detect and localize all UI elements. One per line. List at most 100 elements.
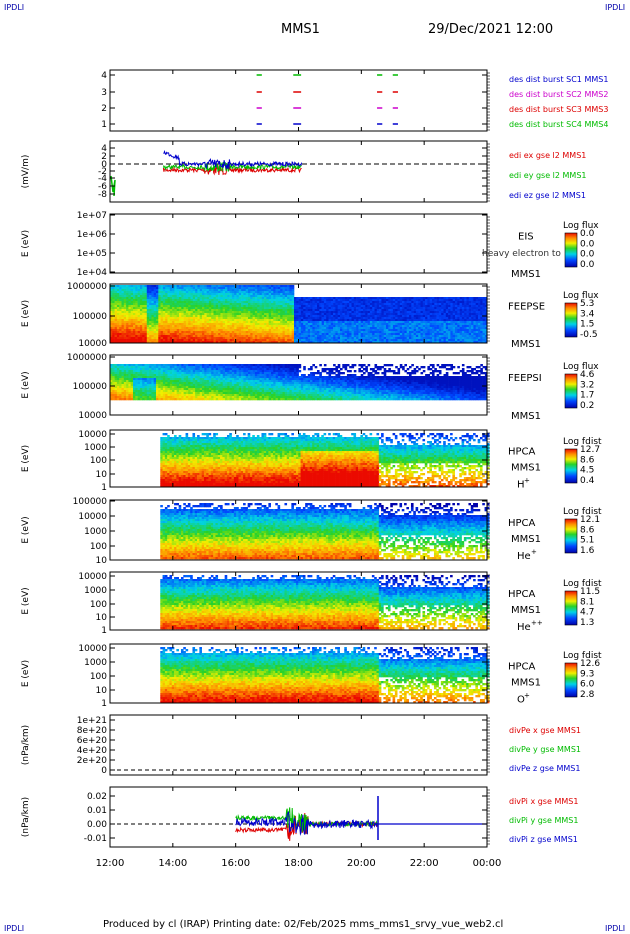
spectrogram-feepsi xyxy=(110,364,488,401)
ytick-label-edi-0: 4 xyxy=(101,144,107,154)
legend-burst-2: des dist burst SC3 MMS3 xyxy=(509,105,608,114)
ytick-label-divpe-2: 6e+20 xyxy=(77,736,108,746)
ytick-label-burst-1: 3 xyxy=(101,88,107,98)
colorbar-tick-feepsi-2: 1.7 xyxy=(580,391,594,401)
colorbar-tick-eis-1: 0.0 xyxy=(580,239,595,249)
legend-burst-0: des dist burst SC1 MMS1 xyxy=(509,75,608,84)
ytick-label-edi-4: -4 xyxy=(98,174,107,184)
ylabel-edi: (mV/m) xyxy=(21,155,31,189)
ytick-label-hpca_o-0: 10000 xyxy=(78,644,107,654)
xtick-label-5: 22:00 xyxy=(410,858,439,869)
colorbar-tick-hpca_he2-0: 11.5 xyxy=(580,587,600,597)
instrument-label-eis: EIS xyxy=(518,232,534,243)
legend-divpi-1: divPi y gse MMS1 xyxy=(509,816,578,825)
ytick-label-hpca_he1-3: 100 xyxy=(90,542,107,552)
ytick-label-eis-2: 1e+05 xyxy=(77,249,107,259)
spectrogram-hpca_he1 xyxy=(160,503,490,560)
xtick-label-1: 14:00 xyxy=(158,858,187,869)
colorbar-tick-hpca_h-1: 8.6 xyxy=(580,455,595,465)
ytick-label-hpca_he2-4: 1 xyxy=(101,626,107,636)
colorbar-hpca_h xyxy=(564,448,578,484)
colorbar-tick-hpca_he1-0: 12.1 xyxy=(580,515,600,525)
instrument-label-hpca_o: HPCA xyxy=(508,662,536,673)
legend-edi-1: edi ey gse l2 MMS1 xyxy=(509,171,587,180)
ylabel-hpca_he2: E (eV) xyxy=(21,587,31,614)
colorbar-tick-hpca_h-2: 4.5 xyxy=(580,466,594,476)
legend-burst-3: des dist burst SC4 MMS4 xyxy=(509,120,608,129)
colorbar-tick-feepse-1: 3.4 xyxy=(580,309,595,319)
ytick-label-hpca_o-4: 1 xyxy=(101,699,107,709)
ytick-label-feepsi-2: 10000 xyxy=(78,411,107,421)
species-charge-hpca_h: + xyxy=(524,477,530,485)
spectrogram-hpca_h xyxy=(160,433,490,488)
corner-label-top-left: IPDLI xyxy=(4,3,24,12)
colorbar-tick-feepse-2: 1.5 xyxy=(580,320,594,330)
colorbar-title-feepsi: Log flux xyxy=(563,362,599,372)
colorbar-tick-hpca_h-0: 12.7 xyxy=(580,445,600,455)
ylabel-hpca_h: E (eV) xyxy=(21,445,31,472)
spacecraft-label-feepsi: MMS1 xyxy=(511,411,541,422)
colorbar-tick-hpca_he1-1: 8.6 xyxy=(580,525,595,535)
species-charge-hpca_he1: + xyxy=(531,548,537,556)
instrument-label-feepse: FEEPSE xyxy=(508,302,545,313)
colorbar-tick-hpca_o-0: 12.6 xyxy=(580,659,600,669)
ytick-label-feepse-1: 100000 xyxy=(73,312,108,322)
ytick-label-hpca_he1-2: 1000 xyxy=(84,527,107,537)
panel-frame-edi xyxy=(109,140,488,203)
colorbar-tick-feepsi-1: 3.2 xyxy=(580,380,594,390)
instrument-label-feepsi: FEEPSI xyxy=(508,373,542,384)
colorbar-tick-hpca_o-2: 6.0 xyxy=(580,680,595,690)
spacecraft-label-hpca_he2: MMS1 xyxy=(511,605,541,616)
ytick-label-divpe-4: 2e+20 xyxy=(77,756,108,766)
colorbar-title-eis: Log flux xyxy=(563,221,599,231)
instrument-label-hpca_he2: HPCA xyxy=(508,589,536,600)
ytick-label-hpca_h-0: 10000 xyxy=(78,430,107,440)
colorbar-title-feepse: Log flux xyxy=(563,291,599,301)
corner-label-top-right: IPDLI xyxy=(605,3,625,12)
legend-edi-0: edi ex gse l2 MMS1 xyxy=(509,151,586,160)
series-divpi-2 xyxy=(235,811,378,836)
ylabel-hpca_he1: E (eV) xyxy=(21,516,31,543)
panel-frame-divpe xyxy=(109,714,488,776)
colorbar-tick-hpca_he1-3: 1.6 xyxy=(580,546,595,556)
ytick-label-edi-6: -8 xyxy=(98,190,107,200)
species-label-hpca_h: H xyxy=(517,480,525,491)
colorbar-feepsi xyxy=(564,373,578,409)
colorbar-tick-feepsi-0: 4.6 xyxy=(580,370,595,380)
spacecraft-label-hpca_he1: MMS1 xyxy=(511,534,541,545)
series-edi-2 xyxy=(163,149,303,170)
page-title: MMS1 xyxy=(281,22,320,37)
colorbar-tick-hpca_he2-2: 4.7 xyxy=(580,608,594,618)
ytick-label-hpca_h-4: 1 xyxy=(101,483,107,493)
ytick-label-divpi-0: 0.02 xyxy=(87,792,107,802)
ytick-label-hpca_h-1: 1000 xyxy=(84,443,107,453)
panel-frame-burst xyxy=(109,69,488,132)
ytick-label-hpca_o-3: 10 xyxy=(96,686,108,696)
ytick-label-edi-1: 2 xyxy=(101,152,107,162)
xtick-label-6: 00:00 xyxy=(473,858,502,869)
ylabel-divpe: (nPa/km) xyxy=(21,725,31,765)
ytick-label-divpi-2: 0.00 xyxy=(87,820,107,830)
ytick-label-edi-3: -2 xyxy=(98,167,107,177)
spacecraft-label-hpca_o: MMS1 xyxy=(511,678,541,689)
colorbar-tick-hpca_he2-1: 8.1 xyxy=(580,597,594,607)
colorbar-tick-eis-0: 0.0 xyxy=(580,229,595,239)
plot-datetime: 29/Dec/2021 12:00 xyxy=(428,22,553,37)
ytick-label-hpca_he1-1: 10000 xyxy=(78,512,107,522)
ytick-label-feepsi-1: 100000 xyxy=(73,382,108,392)
ytick-label-divpe-5: 0 xyxy=(101,766,107,776)
instrument-label-hpca_he1: HPCA xyxy=(508,518,536,529)
ytick-label-divpe-1: 8e+20 xyxy=(77,726,108,736)
ytick-label-burst-2: 2 xyxy=(101,104,107,114)
legend-burst-1: des dist burst SC2 MMS2 xyxy=(509,90,608,99)
ytick-label-hpca_o-2: 100 xyxy=(90,672,107,682)
colorbar-hpca_he2 xyxy=(564,590,578,626)
ytick-label-hpca_h-3: 10 xyxy=(96,470,108,480)
footer-text: Produced by cl (IRAP) Printing date: 02/… xyxy=(103,919,503,930)
ytick-label-hpca_he2-3: 10 xyxy=(96,613,108,623)
ytick-label-divpi-1: 0.01 xyxy=(87,806,107,816)
ytick-label-divpe-3: 4e+20 xyxy=(77,746,108,756)
spectrogram-hpca_o xyxy=(160,647,490,704)
ylabel-hpca_o: E (eV) xyxy=(21,660,31,687)
